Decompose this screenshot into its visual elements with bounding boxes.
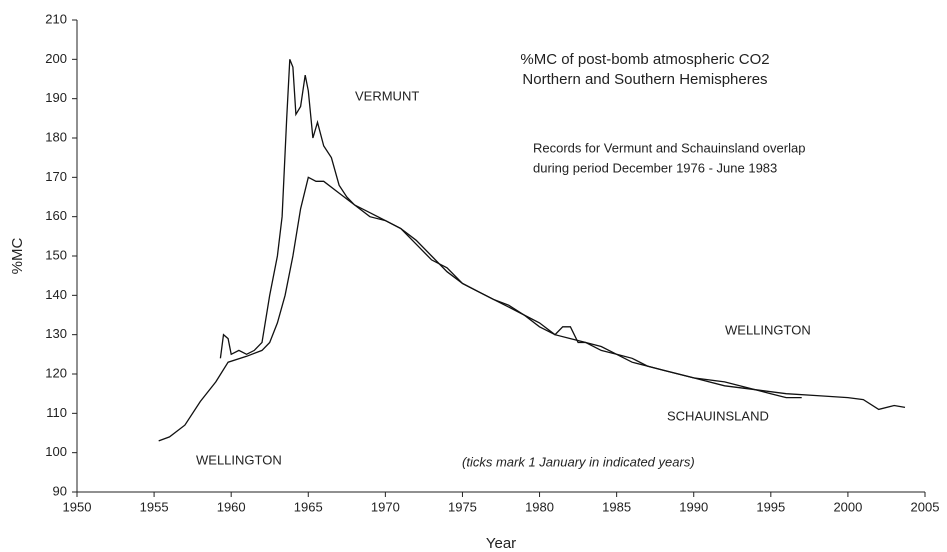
y-tick-label: 200 [45,51,67,66]
x-tick-label: 1990 [679,499,708,514]
x-tick-label: 1995 [756,499,785,514]
x-tick-label: 1980 [525,499,554,514]
y-tick-label: 180 [45,129,67,144]
y-tick-label: 160 [45,208,67,223]
y-tick-label: 90 [53,483,67,498]
y-tick-label: 120 [45,365,67,380]
annotation: VERMUNT [355,88,419,103]
y-tick-label: 130 [45,326,67,341]
x-tick-label: 1950 [63,499,92,514]
y-tick-label: 150 [45,247,67,262]
y-tick-label: 100 [45,444,67,459]
y-axis-label: %MC [9,238,26,275]
line [219,59,802,399]
x-tick-label: 1975 [448,499,477,514]
x-tick-label: 1970 [371,499,400,514]
y-tick-label: 140 [45,287,67,302]
annotation: during period December 1976 - June 1983 [533,160,777,175]
annotation: Records for Vermunt and Schauinsland ove… [533,140,805,155]
x-tick-label: 1955 [140,499,169,514]
x-tick-label: 1965 [294,499,323,514]
x-axis-label: Year [486,535,516,552]
annotation: SCHAUINSLAND [667,408,769,423]
title-line: %MC of post-bomb atmospheric CO2 [520,51,769,68]
annotation: (ticks mark 1 January in indicated years… [462,454,695,469]
y-tick-label: 210 [45,11,67,26]
annotation: WELLINGTON [725,322,811,337]
y-tick-label: 170 [45,169,67,184]
x-tick-label: 1960 [217,499,246,514]
title-line: Northern and Southern Hemispheres [522,71,767,88]
y-tick-label: 190 [45,90,67,105]
x-tick-label: 1985 [602,499,631,514]
x-tick-label: 2005 [911,499,940,514]
x-tick-label: 2000 [833,499,862,514]
y-tick-label: 110 [46,405,67,420]
line [158,176,906,442]
annotation: WELLINGTON [196,452,282,467]
